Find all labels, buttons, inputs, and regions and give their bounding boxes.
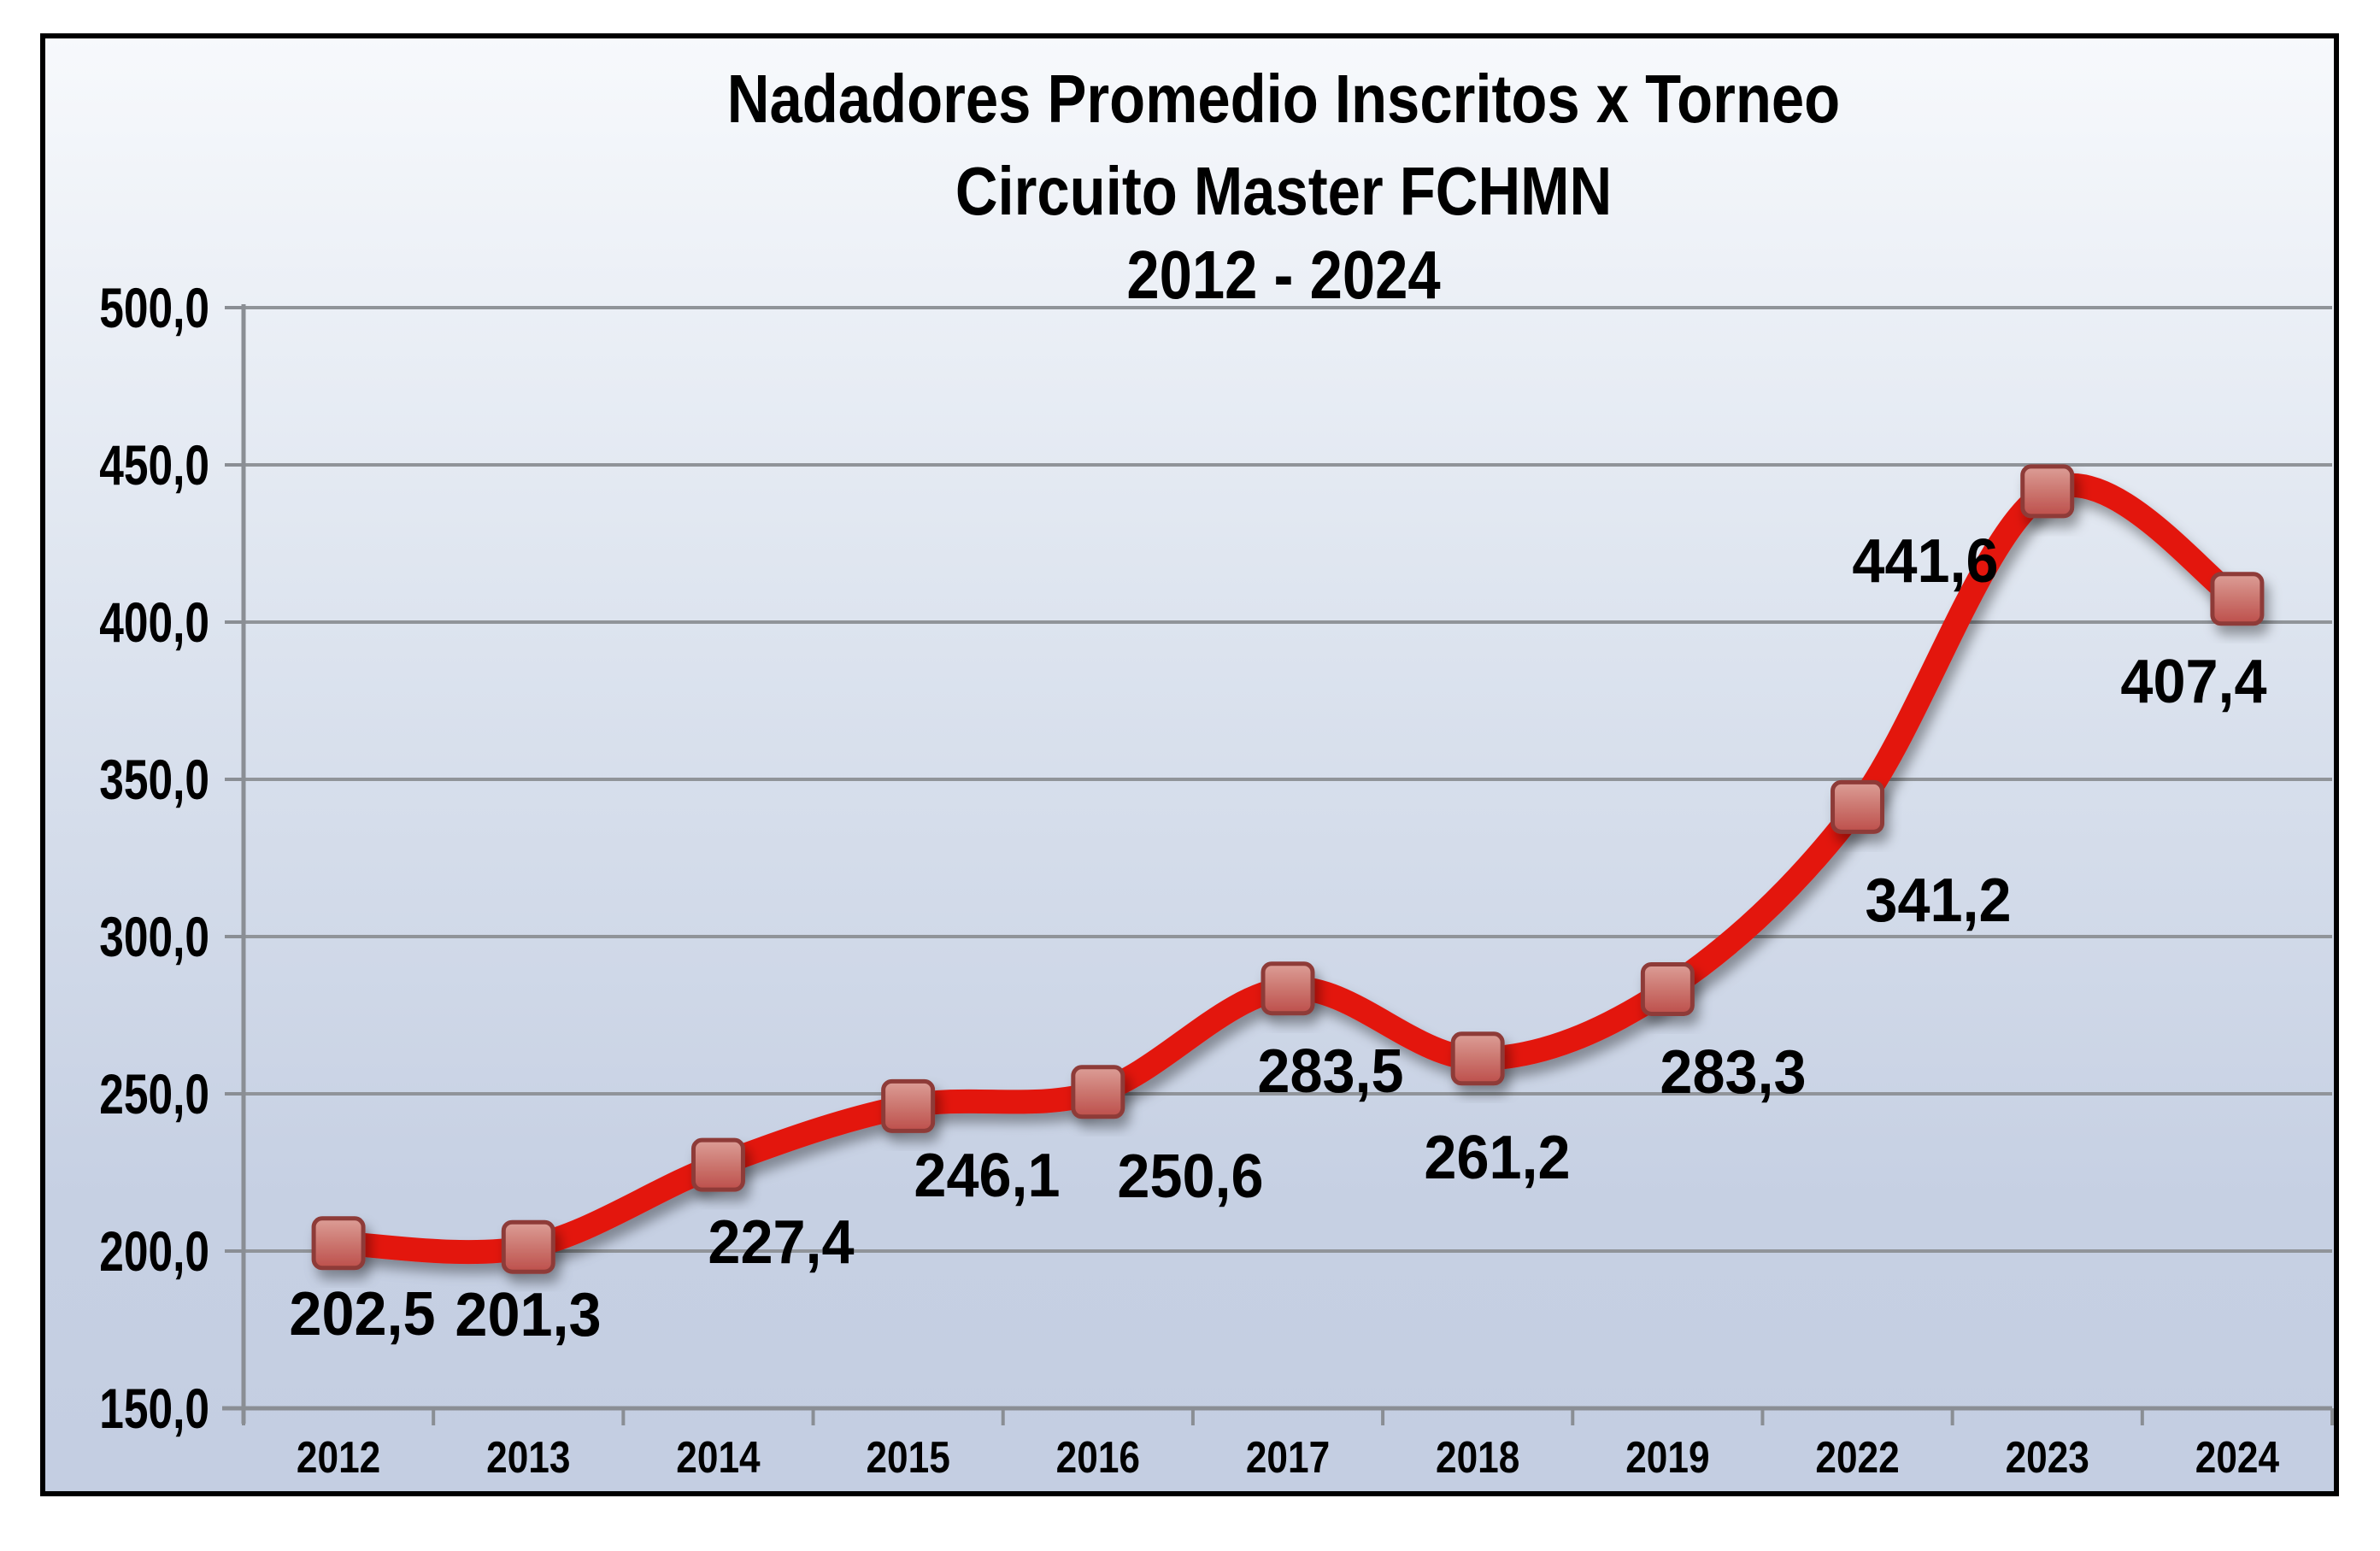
y-tick-label: 400,0 [99, 590, 209, 655]
x-axis-label: 2012 [297, 1433, 380, 1483]
data-point-label: 283,5 [1257, 1036, 1403, 1105]
data-point-marker [2210, 572, 2265, 626]
data-point-label: 341,2 [1865, 865, 2011, 934]
gridlines [244, 306, 2332, 1410]
data-point-marker [1261, 961, 1315, 1016]
series-line [326, 473, 2249, 1265]
data-point-label: 407,4 [2120, 646, 2266, 715]
data-point-marker [1831, 779, 1885, 834]
data-point-label: 441,6 [1852, 526, 1998, 595]
data-series [311, 464, 2265, 1274]
y-tick-label: 250,0 [99, 1062, 209, 1126]
axis-tick-labels: 500,0 450,0 400,0 350,0 300,0 250,0 200,0 150,0… [99, 276, 2279, 1483]
x-axis-label: 2015 [866, 1433, 949, 1483]
y-tick-label: 500,0 [99, 276, 209, 340]
chart-title-line1: Nadadores Promedio Inscritos x Torneo [727, 60, 1840, 137]
data-point-marker [1071, 1065, 1125, 1119]
data-point-label: 283,3 [1660, 1037, 1806, 1106]
chart-title-line3: 2012 - 2024 [1126, 236, 1441, 313]
data-point-marker [881, 1078, 936, 1133]
data-point-label: 202,5 [289, 1278, 435, 1348]
x-axis-label: 2018 [1436, 1433, 1519, 1483]
data-point-label: 201,3 [455, 1279, 601, 1348]
y-tick-label: 450,0 [99, 433, 209, 497]
x-axis-label: 2024 [2195, 1433, 2279, 1483]
x-axis-label: 2022 [1815, 1433, 1899, 1483]
axes [222, 304, 2334, 1425]
y-tick-label: 150,0 [99, 1377, 209, 1441]
data-point-label: 250,6 [1117, 1141, 1263, 1210]
x-axis-label: 2019 [1625, 1433, 1709, 1483]
y-tick-label: 200,0 [99, 1219, 209, 1284]
data-point-label: 261,2 [1424, 1122, 1570, 1191]
data-point-label: 246,1 [914, 1140, 1060, 1209]
x-axis-label: 2014 [676, 1433, 760, 1483]
x-axis-label: 2013 [486, 1433, 570, 1483]
chart-title-line2: Circuito Master FCHMN [955, 152, 1612, 229]
x-axis-label: 2016 [1056, 1433, 1140, 1483]
data-point-labels: 202,5 201,3 227,4 246,1 250,6 283,5 261,2 283,3… [289, 526, 2266, 1348]
data-point-marker [1450, 1031, 1505, 1086]
data-point-marker [2020, 464, 2075, 519]
x-axis-label: 2023 [2006, 1433, 2089, 1483]
y-tick-label: 350,0 [99, 748, 209, 812]
data-point-marker [311, 1216, 366, 1271]
data-point-label: 227,4 [708, 1207, 854, 1276]
x-axis-label: 2017 [1246, 1433, 1330, 1483]
data-point-marker [690, 1137, 745, 1192]
y-tick-label: 300,0 [99, 905, 209, 969]
data-point-marker [501, 1219, 555, 1274]
data-point-marker [1640, 961, 1695, 1016]
